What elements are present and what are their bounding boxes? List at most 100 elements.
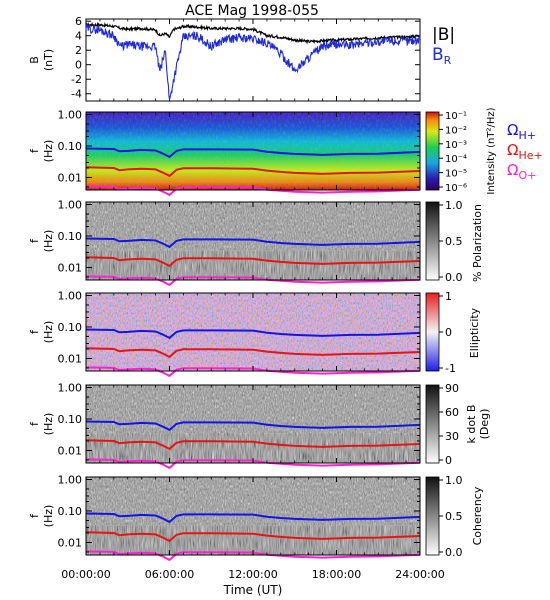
time-tick-label: 24:00:00 [395, 568, 444, 581]
colorbar-tick-label: 0 [445, 326, 452, 339]
colorbar-kdotb: 90 60 30 0 k dot B (Deg) [425, 382, 491, 467]
spectrogram-texture [86, 477, 420, 526]
colorbar-tick-label: 10⁻⁴ [445, 154, 467, 165]
legend-btotal: |B| [432, 25, 455, 45]
field-ylabel-unit: (nT) [42, 49, 55, 71]
field-y-tick-label: 2 [75, 44, 82, 57]
freq-y-tick-label: 0.01 [58, 352, 83, 365]
gyrofrequency-line-h-plus [85, 147, 421, 159]
legend-omega-h-sub: H+ [518, 129, 536, 142]
colorbar-tick-label: 90 [445, 382, 459, 395]
legend-omega-h-base: Ω [507, 121, 518, 139]
freq-y-tick-label: 0.10 [58, 413, 83, 426]
series-line-br [85, 24, 421, 100]
freq-y-tick-label: 0.10 [58, 505, 83, 518]
spectrogram-coherency: 1.00 0.10 0.01 f (Hz) [28, 473, 421, 562]
colorbar-intensity-label: Intensity (nT²/Hz) [486, 107, 497, 194]
freq-y-tick-label: 0.01 [58, 444, 83, 457]
freq-ylabel-unit: (Hz) [42, 230, 55, 253]
spectrogram-texture [86, 202, 420, 251]
gyrofrequency-line-h-plus [85, 328, 421, 340]
legend-omega-he-base: Ω [507, 141, 518, 159]
field-y-tick-label: 0 [75, 59, 82, 72]
gyrofrequency-line-he-plus [85, 166, 421, 178]
gyrofrequency-legend: ΩH+ ΩHe+ ΩO+ [507, 121, 543, 182]
freq-ylabel-f: f [28, 329, 41, 334]
colorbar-polarization-scale [425, 201, 440, 281]
field-ylabel-b: B [28, 56, 41, 64]
colorbar-ellipticity-ticks: 1 0 -1 [439, 290, 456, 375]
freq-y-tick-label: 1.00 [58, 108, 83, 121]
colorbar-tick-label: 10⁻¹ [445, 111, 467, 122]
freq-ylabel-f: f [28, 513, 41, 518]
freq-ylabel-f: f [28, 238, 41, 243]
colorbar-tick-label: 0 [445, 454, 452, 467]
legend-omega-o: ΩO+ [507, 161, 536, 182]
colorbar-tick-label: 0.5 [445, 510, 463, 523]
time-axis-tick-labels: 00:00:00 06:00:00 12:00:00 18:00:00 24:00:00 [61, 568, 444, 581]
freq-y-tick-label: 0.01 [58, 261, 83, 274]
colorbar-tick-label: 1.0 [445, 199, 463, 212]
colorbar-tick-label: 10⁻⁶ [445, 183, 467, 194]
gyrofrequency-line-he-plus [85, 256, 421, 268]
colorbar-kdotb-label-line1: k dot B [465, 405, 478, 444]
colorbar-kdotb-ticks: 90 60 30 0 [439, 382, 459, 467]
colorbar-tick-label: 1.0 [445, 474, 463, 487]
colorbar-tick-label: 10⁻⁵ [445, 169, 467, 180]
field-y-ticks: 6 42 0-2 -4 [71, 15, 420, 101]
spectrogram-texture [86, 293, 420, 371]
colorbar-intensity: 10⁻¹ 10⁻² 10⁻³ 10⁻⁴ 10⁻⁵ 10⁻⁶ Intensity (nT²/… [425, 107, 497, 195]
colorbar-tick-label: 0.5 [445, 235, 463, 248]
legend-omega-h: ΩH+ [507, 121, 536, 142]
colorbar-kdotb-label-line2: (Deg) [478, 409, 491, 440]
freq-ylabel-unit: (Hz) [42, 140, 55, 163]
spectrogram-texture [86, 385, 420, 434]
field-plot-area [85, 18, 421, 102]
field-y-tick-label: -2 [71, 73, 82, 86]
spectrogram-intensity: 1.00 0.10 0.01 f (Hz) [28, 108, 421, 197]
colorbar-tick-label: 30 [445, 430, 459, 443]
colorbar-intensity-scale [425, 111, 440, 191]
gyrofrequency-line-h-plus [85, 512, 421, 524]
colorbar-coherency-ticks: 1.0 0.5 0.0 [439, 474, 463, 559]
gyrofrequency-line-he-plus [85, 347, 421, 359]
gyrofrequency-line-h-plus [85, 420, 421, 432]
colorbar-kdotb-scale [425, 384, 440, 464]
field-y-tick-label: 6 [75, 15, 82, 28]
gyrofrequency-line-he-plus [85, 531, 421, 543]
spectrogram-panels: 1.000.100.01f (Hz)1.000.100.01f (Hz)1.000.… [28, 108, 421, 562]
colorbar-tick-label: 1 [445, 290, 452, 303]
freq-y-tick-label: 0.10 [58, 321, 83, 334]
field-x-ticks [85, 19, 421, 101]
freq-y-tick-label: 1.00 [58, 473, 83, 486]
series-line-btotal [85, 21, 420, 45]
colorbar-coherency: 1.0 0.5 0.0 Coherency [425, 474, 484, 559]
colorbar-tick-label: 0.0 [445, 271, 463, 284]
colorbar-ellipticity: 1 0 -1 Ellipticity [425, 290, 481, 375]
time-axis-label: Time (UT) [223, 583, 283, 597]
freq-ylabel-unit: (Hz) [42, 413, 55, 436]
freq-ylabel-f: f [28, 421, 41, 426]
colorbar-tick-label: 10⁻³ [445, 140, 467, 151]
spectrogram-ellipticity: 1.00 0.10 0.01 f (Hz) [28, 289, 421, 378]
colorbar-polarization: 1.0 0.5 0.0 % Polarization [425, 199, 484, 284]
colorbar-tick-label: 60 [445, 406, 459, 419]
spectrogram-texture [86, 112, 420, 190]
time-tick-label: 18:00:00 [312, 568, 361, 581]
colorbar-coherency-label: Coherency [471, 486, 484, 545]
legend-omega-o-sub: O+ [518, 169, 536, 182]
colorbar-ellipticity-scale [425, 292, 440, 372]
freq-y-tick-label: 0.01 [58, 536, 83, 549]
figure-title: ACE Mag 1998-055 [185, 3, 319, 19]
colorbar-polarization-label: % Polarization [471, 204, 484, 282]
time-tick-label: 12:00:00 [228, 568, 277, 581]
spectrogram-polarization: 1.00 0.10 0.01 f (Hz) [28, 198, 421, 287]
gyrofrequency-line-he-plus [85, 439, 421, 451]
freq-y-tick-label: 1.00 [58, 198, 83, 211]
legend-omega-he: ΩHe+ [507, 141, 543, 162]
legend-br: BR [432, 45, 452, 67]
colorbar-tick-label: 0.0 [445, 546, 463, 559]
legend-omega-o-base: Ω [507, 161, 518, 179]
freq-ylabel-unit: (Hz) [42, 505, 55, 528]
